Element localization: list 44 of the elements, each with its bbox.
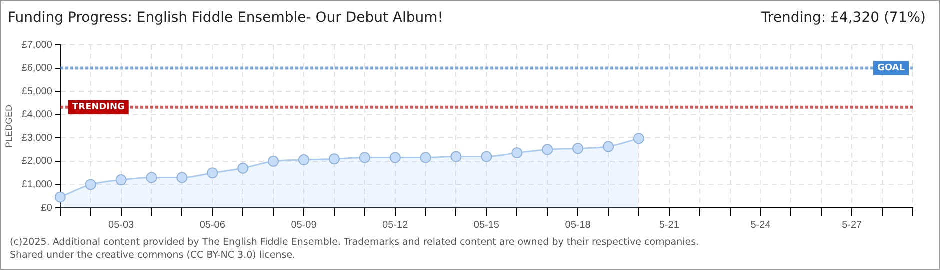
- point: [512, 148, 523, 159]
- x-tick-label: 05-15: [474, 220, 500, 231]
- y-tick-label: £1,000: [22, 179, 53, 190]
- point: [450, 151, 462, 162]
- x-tick-label: 5-24: [750, 220, 772, 231]
- point: [602, 141, 614, 152]
- y-tick-label: £4,000: [22, 110, 53, 121]
- x-tick-label: 05-03: [108, 220, 135, 231]
- point: [54, 192, 66, 203]
- ref-line-label: GOAL: [878, 64, 906, 74]
- y-tick-label: £3,000: [22, 132, 53, 144]
- ref-line-label: TRENDING: [72, 102, 125, 113]
- text: Shared under the creative commons (CC BY-NC 3.0) license.: [10, 249, 297, 262]
- point: [572, 143, 584, 154]
- y-tick-label: £5,000: [22, 86, 53, 98]
- x-tick-label: 05-06: [200, 220, 226, 231]
- point: [146, 172, 158, 184]
- x-tick-label: 05-18: [565, 220, 592, 231]
- y-axis-title: PLEDGED: [4, 104, 14, 148]
- point: [481, 151, 492, 162]
- point: [238, 162, 249, 174]
- x-tick-label: 05-09: [291, 220, 318, 231]
- point: [207, 168, 218, 179]
- y-tick-label: £0: [41, 202, 53, 214]
- point: [359, 152, 370, 164]
- point: [542, 144, 554, 156]
- point: [328, 154, 340, 165]
- y-tick-label: £6,000: [22, 63, 53, 74]
- text: (c)2025. Additional content provided by The English Fiddle Ensemble. Trademarks and related content are owned by their respective companies.: [10, 236, 700, 249]
- point: [85, 179, 96, 190]
- point: [268, 156, 280, 167]
- point: [420, 152, 432, 164]
- chart-subtitle: Trending: £4,320 (71%): [761, 10, 926, 26]
- x-tick-label: 5-21: [659, 220, 680, 231]
- point: [298, 154, 310, 166]
- chart-title: Funding Progress: English Fiddle Ensemble- Our Debut Album!: [8, 10, 444, 26]
- point: [633, 133, 644, 144]
- y-tick-label: £2,000: [22, 156, 53, 168]
- x-tick-label: 05-12: [382, 220, 409, 231]
- y-tick-label: £7,000: [22, 40, 53, 51]
- point: [176, 172, 188, 184]
- x-tick-label: 5-27: [842, 220, 863, 231]
- point: [116, 174, 127, 186]
- point: [390, 152, 401, 164]
